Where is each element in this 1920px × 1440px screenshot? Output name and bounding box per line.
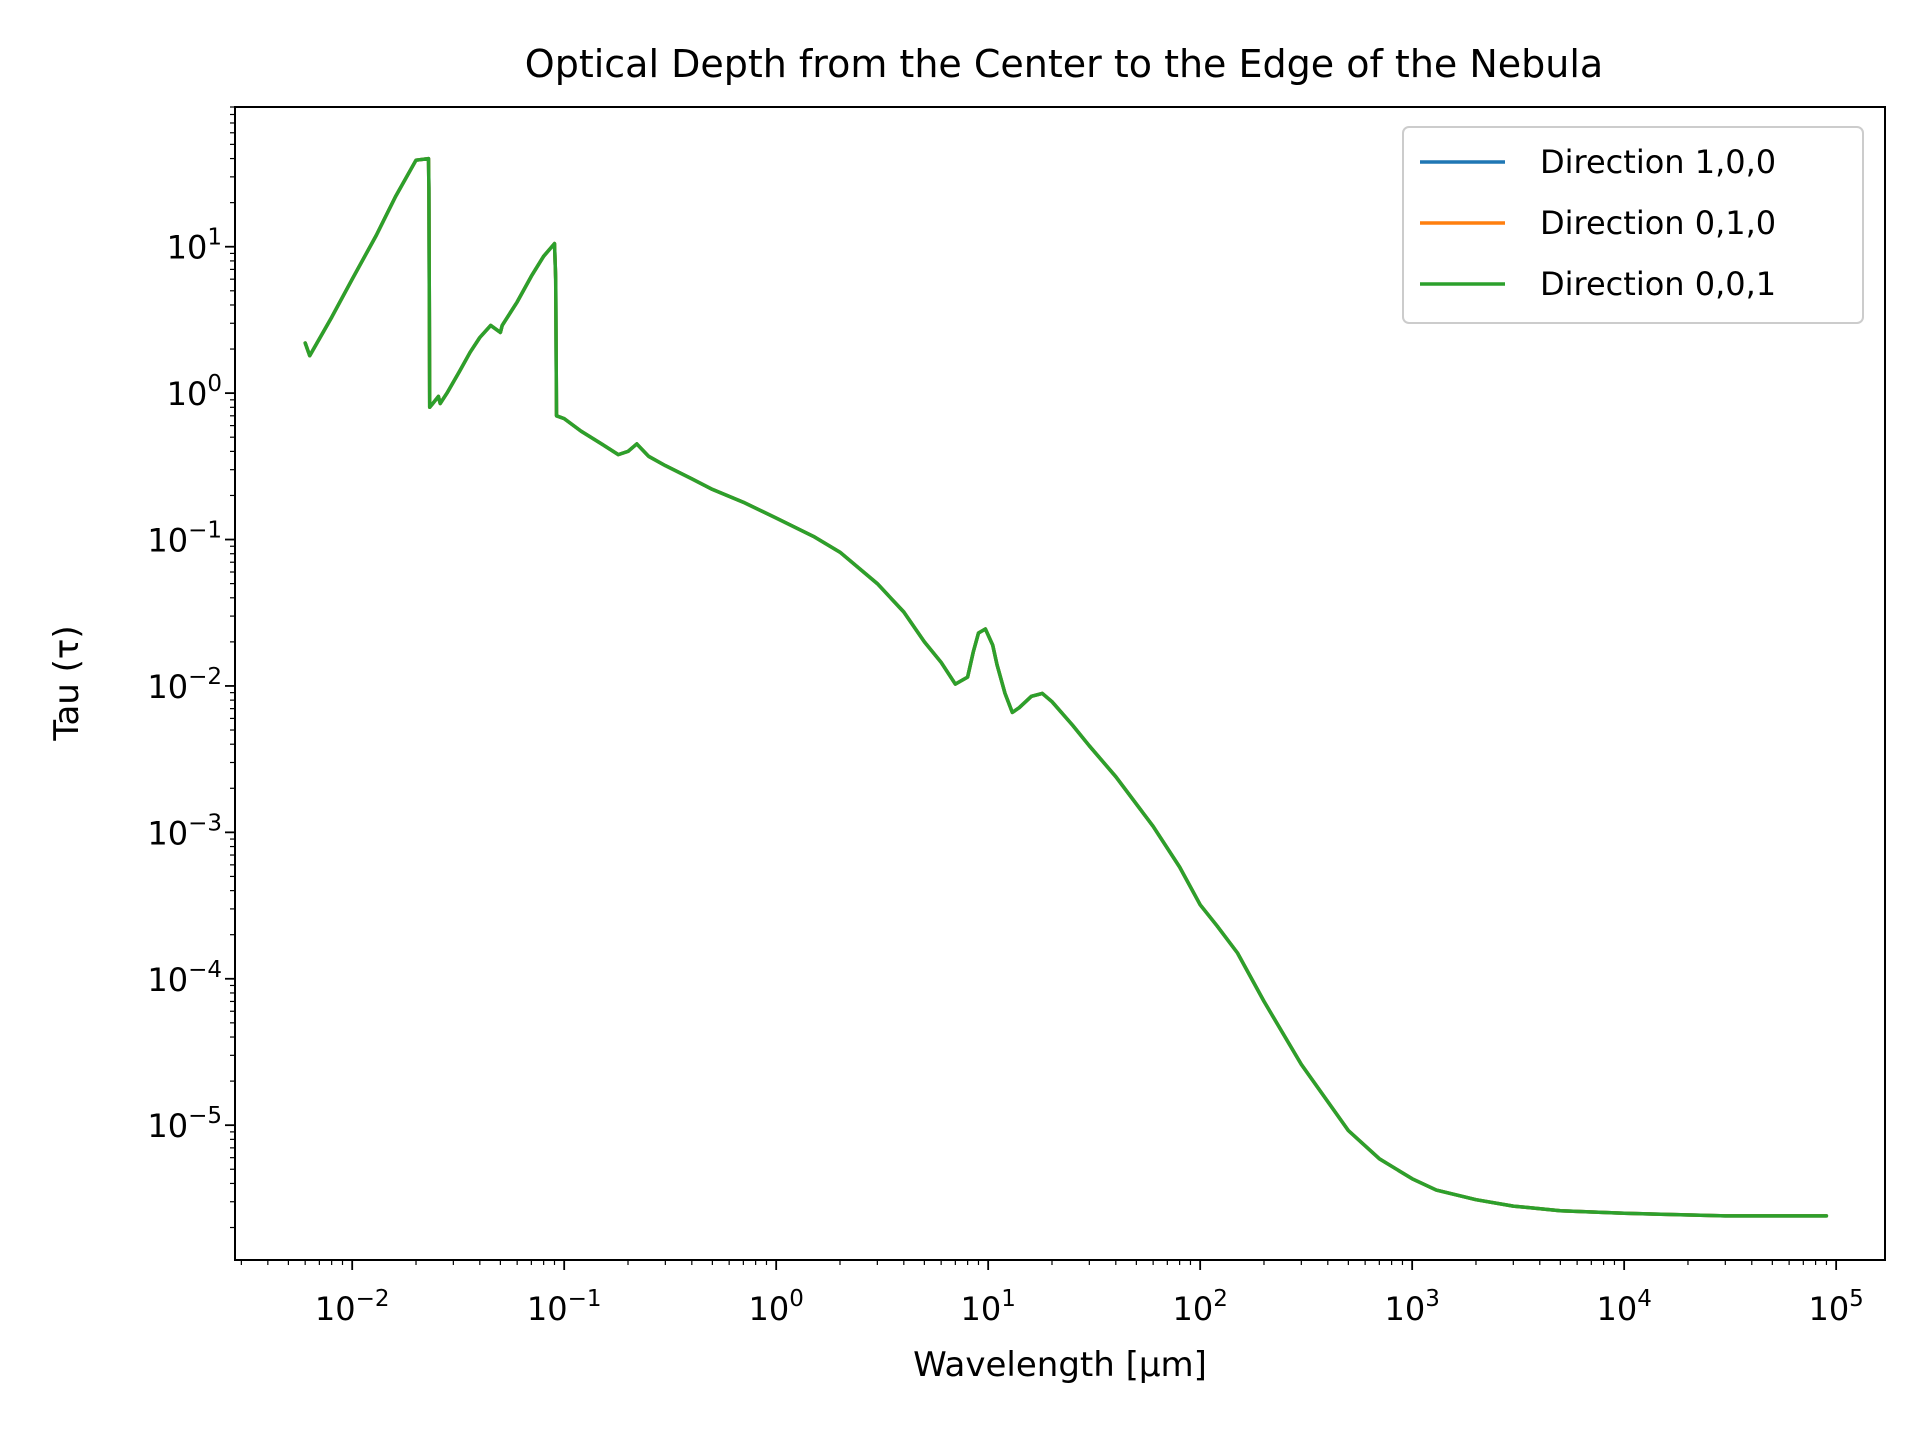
x-axis: 10−2 10−1 100 101 102 103 104 105 xyxy=(240,1260,1864,1328)
y-tick-label: 10−5 xyxy=(147,1103,222,1145)
x-tick-label: 10−1 xyxy=(527,1286,602,1328)
x-tick-label: 103 xyxy=(1384,1286,1439,1328)
x-tick-label: 102 xyxy=(1172,1286,1227,1328)
x-tick-label: 10−2 xyxy=(315,1286,390,1328)
y-tick-label: 10−4 xyxy=(147,957,222,999)
legend-frame xyxy=(1402,126,1864,324)
series-layer xyxy=(303,156,1829,1218)
x-axis-label: Wavelength [μm] xyxy=(913,1345,1207,1385)
y-tick-label: 10−2 xyxy=(147,664,222,706)
chart-title: Optical Depth from the Center to the Edg… xyxy=(525,42,1603,86)
plot-area xyxy=(234,106,1886,1261)
legend-label-2: Direction 0,1,0 xyxy=(1540,204,1776,242)
legend: Direction 1,0,0 Direction 0,1,0 Direction … xyxy=(1402,126,1864,324)
x-tick-label: 104 xyxy=(1596,1286,1651,1328)
y-axis-label: Tau (τ) xyxy=(47,625,87,741)
x-tick-label: 105 xyxy=(1808,1286,1863,1328)
series-line-3 xyxy=(303,156,1829,1218)
y-axis: 101 100 10−1 10−2 10−3 10−4 10−5 xyxy=(147,106,235,1229)
x-tick-label: 100 xyxy=(749,1286,804,1328)
y-tick-label: 101 xyxy=(167,225,222,267)
legend-label-1: Direction 1,0,0 xyxy=(1540,143,1776,181)
y-tick-label: 10−1 xyxy=(147,518,222,560)
legend-label-3: Direction 0,0,1 xyxy=(1540,265,1776,303)
y-tick-label: 10−3 xyxy=(147,810,222,852)
x-tick-label: 101 xyxy=(960,1286,1015,1328)
plot-frame xyxy=(234,106,1886,1261)
y-tick-label: 100 xyxy=(167,371,222,413)
